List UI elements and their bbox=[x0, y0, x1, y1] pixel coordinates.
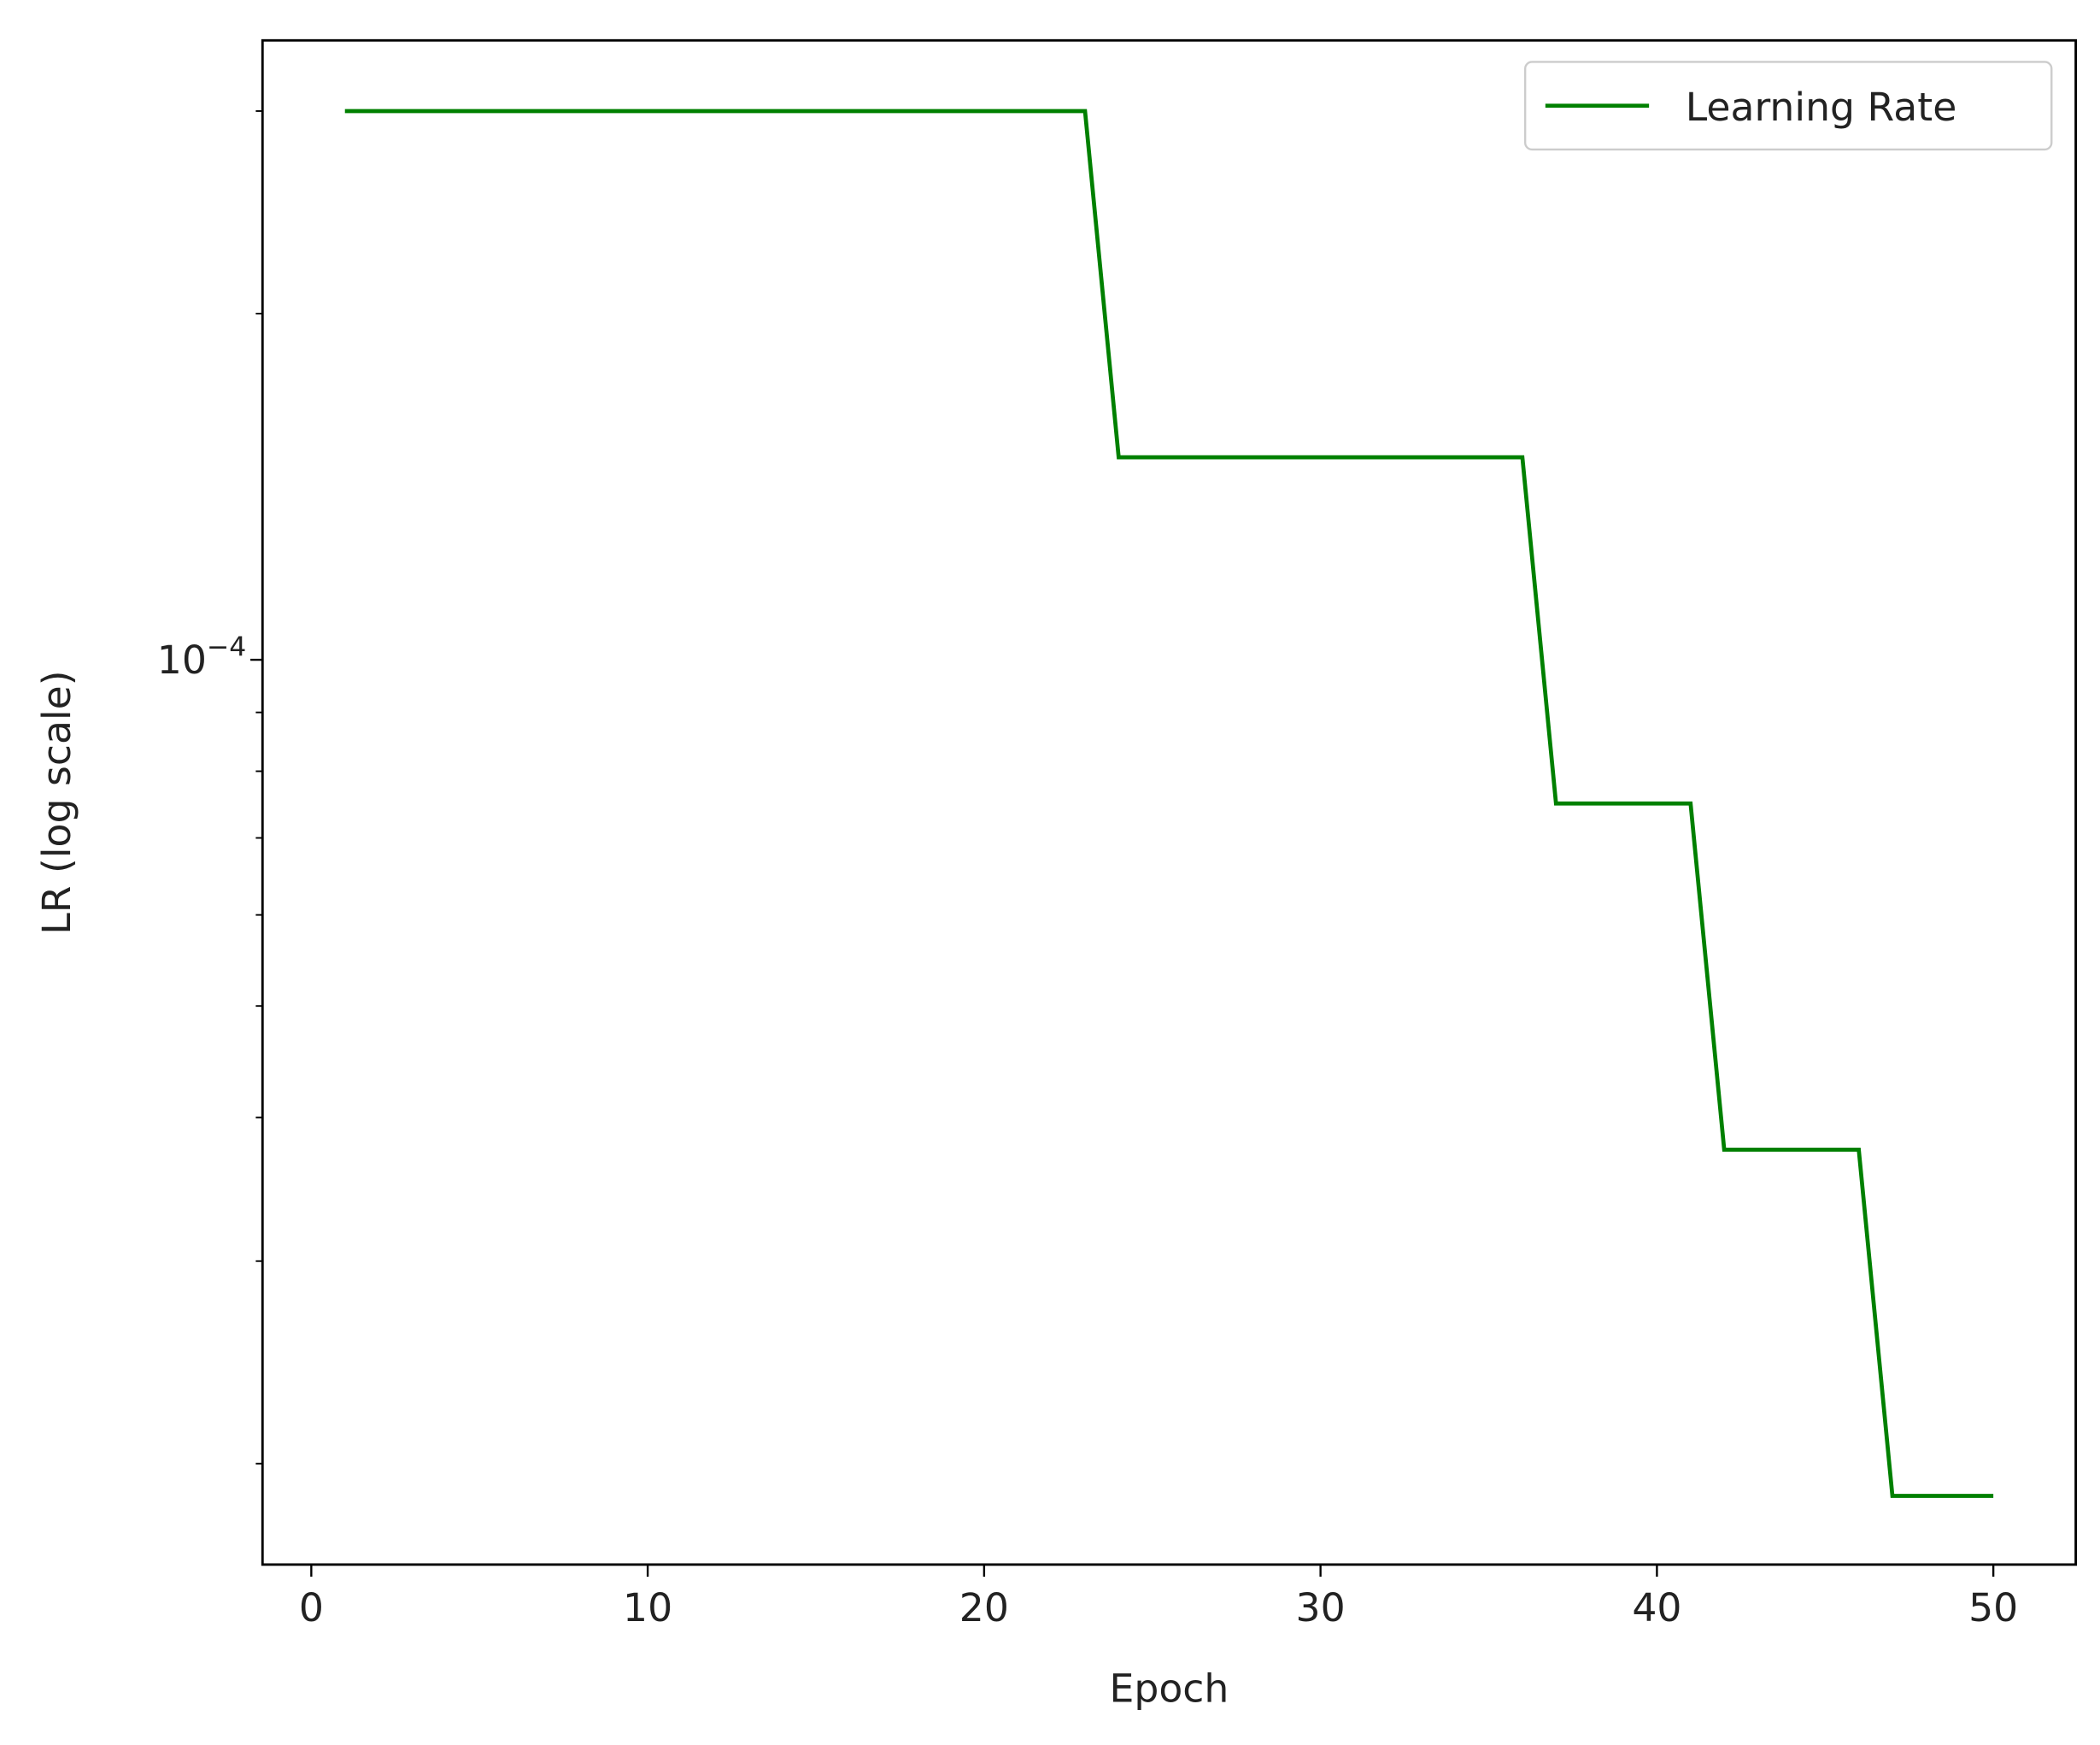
series-line bbox=[344, 109, 1994, 1498]
y-tick-exponent: −4 bbox=[207, 632, 246, 662]
legend-box bbox=[1524, 61, 2053, 151]
x-tick-label: 30 bbox=[1296, 1585, 1346, 1630]
x-tick-label: 40 bbox=[1632, 1585, 1681, 1630]
plot-frame bbox=[261, 38, 2078, 1566]
x-tick-label: 10 bbox=[623, 1585, 672, 1630]
x-tick-label: 20 bbox=[959, 1585, 1009, 1630]
y-axis-label: LR (log scale) bbox=[34, 670, 79, 934]
x-tick-label: 0 bbox=[299, 1585, 324, 1630]
x-tick-label: 50 bbox=[1968, 1585, 2018, 1630]
y-tick-label: 10−4 bbox=[157, 632, 247, 682]
x-axis-label: Epoch bbox=[1109, 1666, 1229, 1712]
legend-label: Learning Rate bbox=[1686, 85, 1957, 130]
y-tick-base: 10 bbox=[157, 637, 207, 683]
